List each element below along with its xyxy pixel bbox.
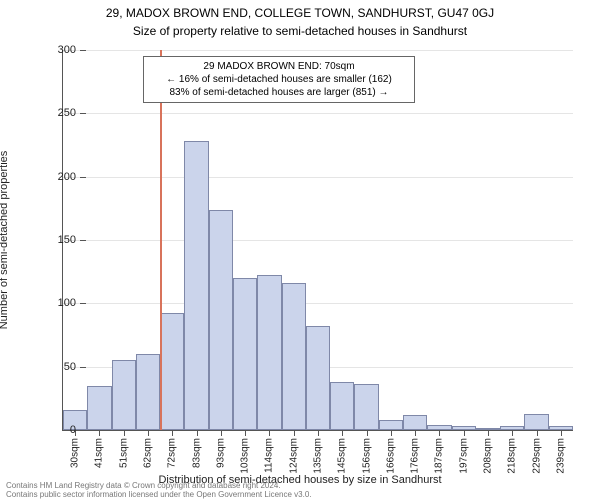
grid-line	[63, 113, 573, 114]
y-tick-label: 50	[46, 361, 76, 373]
x-tick	[488, 430, 489, 436]
x-tick	[148, 430, 149, 436]
y-tick-label: 150	[46, 234, 76, 246]
x-tick-label: 83sqm	[191, 438, 202, 468]
marker-line	[160, 50, 162, 430]
x-tick	[367, 430, 368, 436]
x-tick-label: 229sqm	[531, 438, 542, 474]
x-tick	[342, 430, 343, 436]
x-tick	[221, 430, 222, 436]
x-tick-label: 208sqm	[483, 438, 494, 474]
y-axis-label: Number of semi-detached properties	[0, 151, 10, 330]
x-tick	[197, 430, 198, 436]
y-tick	[80, 303, 86, 304]
page-title: 29, MADOX BROWN END, COLLEGE TOWN, SANDH…	[0, 6, 600, 20]
histogram-bar	[160, 313, 184, 430]
histogram-bar	[209, 210, 233, 430]
x-tick	[415, 430, 416, 436]
x-tick-label: 41sqm	[94, 438, 105, 468]
x-tick	[318, 430, 319, 436]
x-tick	[172, 430, 173, 436]
x-tick-label: 124sqm	[288, 438, 299, 474]
annotation-box: 29 MADOX BROWN END: 70sqm← 16% of semi-d…	[143, 56, 415, 103]
x-tick-label: 30sqm	[70, 438, 81, 468]
x-tick-label: 218sqm	[507, 438, 518, 474]
x-tick	[512, 430, 513, 436]
x-tick-label: 176sqm	[410, 438, 421, 474]
grid-line	[63, 240, 573, 241]
footer-line-2: Contains public sector information licen…	[6, 490, 596, 500]
grid-line	[63, 50, 573, 51]
y-tick-label: 200	[46, 171, 76, 183]
annotation-line: 29 MADOX BROWN END: 70sqm	[150, 60, 408, 73]
x-tick	[124, 430, 125, 436]
histogram-bar	[524, 414, 548, 430]
y-tick	[80, 50, 86, 51]
histogram-bar	[87, 386, 111, 430]
histogram-bar	[330, 382, 354, 430]
histogram-bar	[306, 326, 330, 430]
histogram-bar	[136, 354, 160, 430]
histogram-bar	[257, 275, 281, 430]
x-tick-label: 62sqm	[143, 438, 154, 468]
plot-area: 30sqm41sqm51sqm62sqm72sqm83sqm93sqm103sq…	[62, 50, 573, 431]
x-tick	[294, 430, 295, 436]
y-tick	[80, 367, 86, 368]
y-tick	[80, 177, 86, 178]
x-tick-label: 166sqm	[385, 438, 396, 474]
y-tick-label: 250	[46, 107, 76, 119]
y-tick-label: 100	[46, 297, 76, 309]
annotation-line: 83% of semi-detached houses are larger (…	[150, 86, 408, 99]
histogram-bar	[282, 283, 306, 430]
x-tick-label: 156sqm	[361, 438, 372, 474]
x-tick-label: 51sqm	[118, 438, 129, 468]
y-tick	[80, 240, 86, 241]
x-tick	[561, 430, 562, 436]
x-tick-label: 187sqm	[434, 438, 445, 474]
x-tick	[439, 430, 440, 436]
x-tick	[269, 430, 270, 436]
histogram-bar	[233, 278, 257, 430]
x-tick-label: 114sqm	[264, 438, 275, 473]
grid-line	[63, 177, 573, 178]
grid-line	[63, 303, 573, 304]
histogram-bar	[184, 141, 208, 430]
footer-line-1: Contains HM Land Registry data © Crown c…	[6, 481, 596, 491]
histogram-bar	[354, 384, 378, 430]
chart-subtitle: Size of property relative to semi-detach…	[0, 24, 600, 38]
x-tick-label: 103sqm	[240, 438, 251, 474]
x-tick-label: 197sqm	[458, 438, 469, 474]
x-tick-label: 145sqm	[337, 438, 348, 474]
x-tick	[391, 430, 392, 436]
y-tick-label: 300	[46, 44, 76, 56]
y-tick	[80, 113, 86, 114]
annotation-line: ← 16% of semi-detached houses are smalle…	[150, 73, 408, 86]
x-tick	[537, 430, 538, 436]
y-tick	[80, 430, 86, 431]
footer-attribution: Contains HM Land Registry data © Crown c…	[6, 481, 596, 500]
y-tick-label: 0	[46, 424, 76, 436]
histogram-bar	[403, 415, 427, 430]
x-tick-label: 239sqm	[555, 438, 566, 474]
x-tick-label: 72sqm	[167, 438, 178, 468]
x-tick	[245, 430, 246, 436]
histogram-bar	[379, 420, 403, 430]
chart-container: 29, MADOX BROWN END, COLLEGE TOWN, SANDH…	[0, 0, 600, 500]
x-tick	[464, 430, 465, 436]
histogram-bar	[112, 360, 136, 430]
x-tick-label: 93sqm	[215, 438, 226, 468]
x-tick	[99, 430, 100, 436]
x-tick-label: 135sqm	[313, 438, 324, 474]
